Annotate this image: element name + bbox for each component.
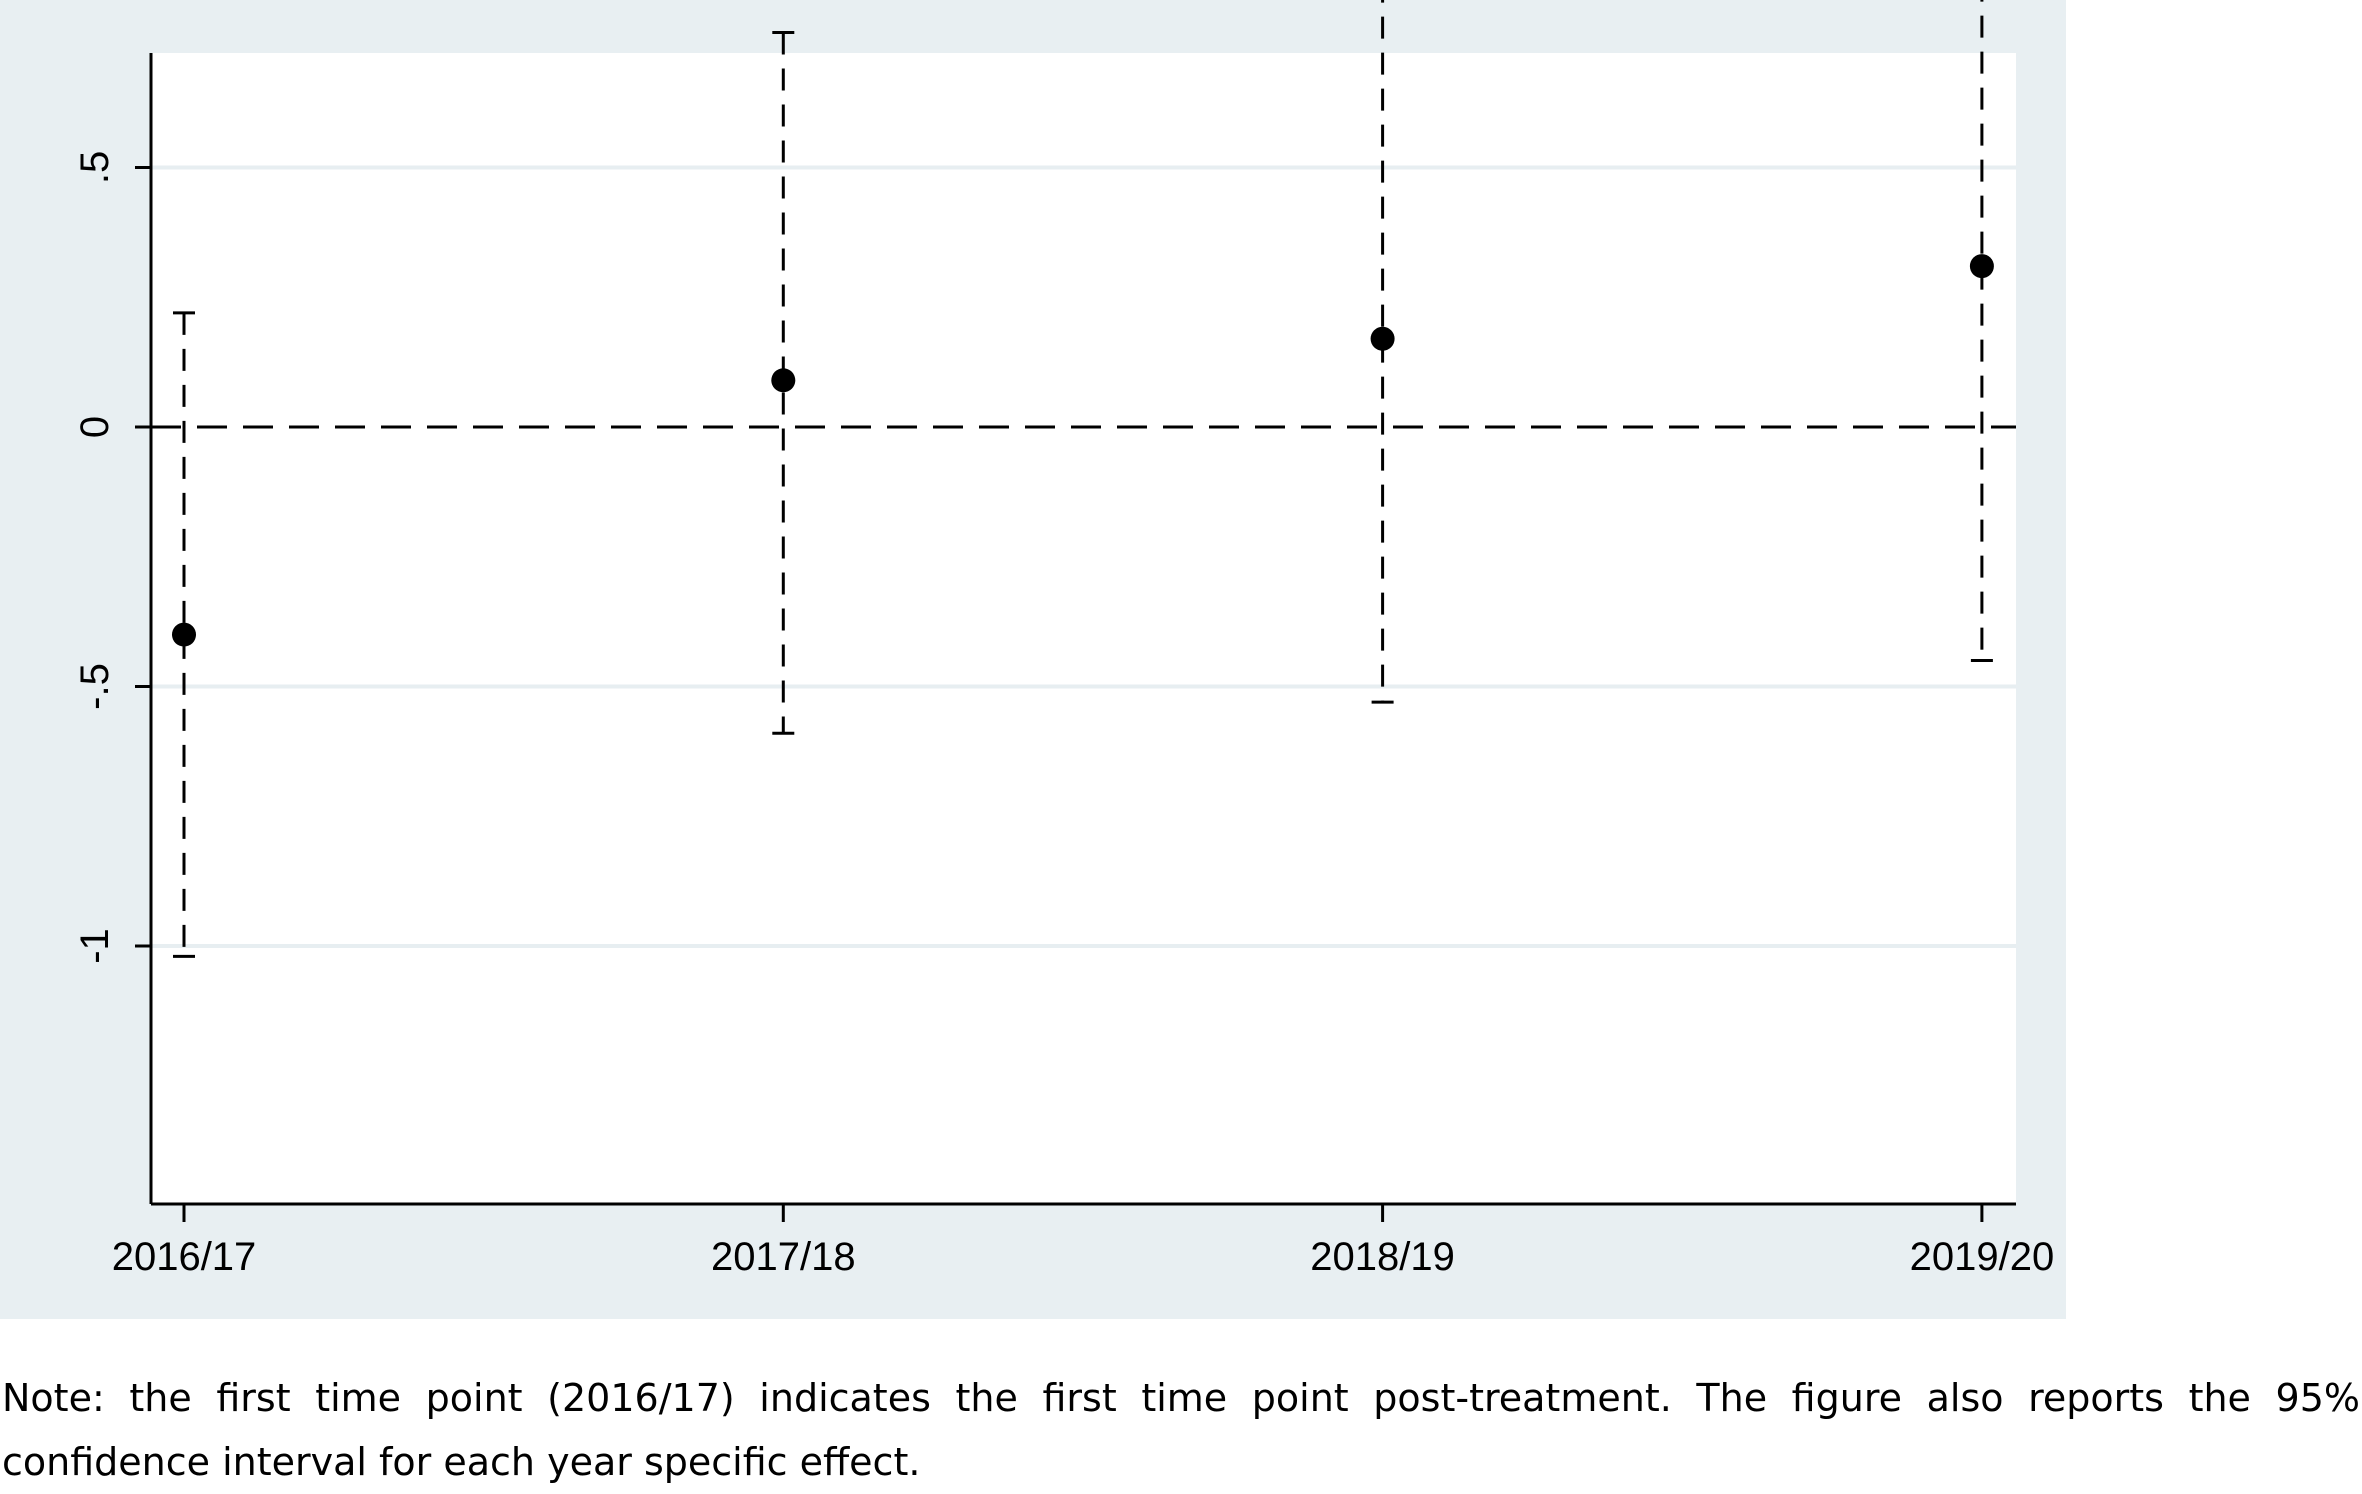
x-tick-label: 2018/19 bbox=[1310, 1235, 1455, 1279]
x-tick-label: 2016/17 bbox=[112, 1235, 257, 1279]
point-estimate bbox=[771, 368, 796, 393]
gridlines bbox=[151, 165, 2016, 948]
y-tick-label: -.5 bbox=[73, 663, 117, 710]
figure-note: Note: the first time point (2016/17) ind… bbox=[2, 1376, 2360, 1484]
point-estimates bbox=[172, 254, 1994, 647]
point-estimate bbox=[1370, 326, 1395, 351]
point-estimate bbox=[172, 622, 196, 647]
axes bbox=[135, 53, 2016, 1222]
point-estimate bbox=[1969, 254, 1994, 279]
x-tick-label: 2017/18 bbox=[711, 1235, 856, 1279]
x-tick-label: 2019/20 bbox=[1910, 1235, 2055, 1279]
y-tick-label: .5 bbox=[73, 151, 117, 184]
y-tick-label: 0 bbox=[73, 416, 117, 438]
y-tick-label: -1 bbox=[73, 928, 117, 964]
plot-area bbox=[151, 53, 2016, 1204]
